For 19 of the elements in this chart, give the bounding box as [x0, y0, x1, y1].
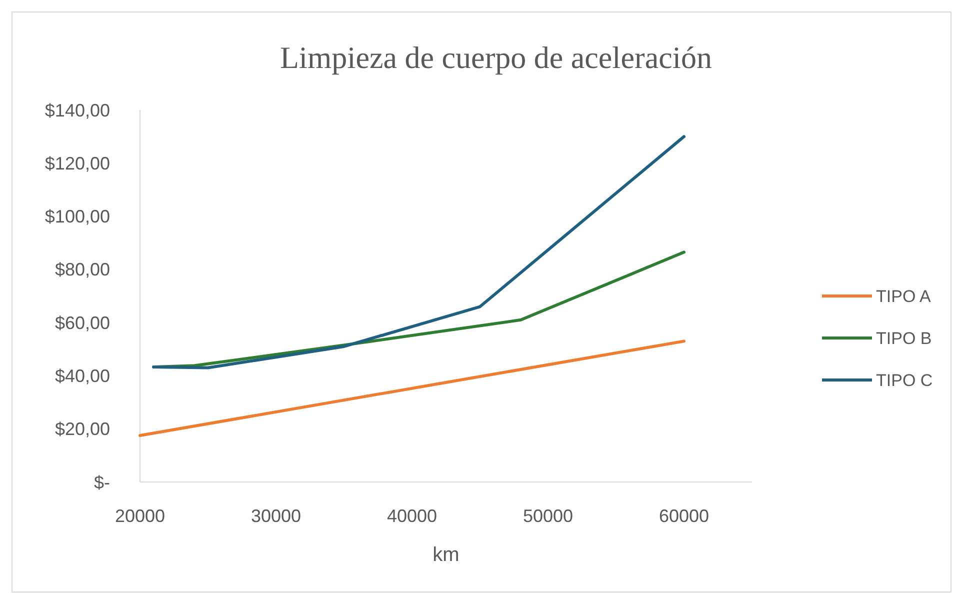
- x-tick-label: 20000: [114, 506, 166, 526]
- y-tick-label: $140,00: [44, 100, 110, 120]
- y-tick-label: $60,00: [54, 312, 110, 333]
- x-axis-title: km: [432, 544, 460, 566]
- legend-label: TIPO B: [876, 328, 932, 348]
- y-tick-label: $20,00: [54, 419, 110, 440]
- y-tick-label: $-: [94, 472, 110, 492]
- y-tick-label: $120,00: [44, 153, 110, 174]
- y-tick-label: $40,00: [54, 366, 110, 386]
- legend-label: TIPO A: [876, 286, 932, 306]
- y-tick-label: $100,00: [44, 206, 110, 227]
- legend-label: TIPO C: [876, 370, 933, 390]
- chart-title: Limpieza de cuerpo de aceleración: [280, 40, 712, 75]
- y-tick-label: $80,00: [54, 260, 110, 280]
- x-tick-label: 50000: [522, 506, 574, 526]
- line-series: [152, 135, 686, 370]
- x-tick-label: 60000: [658, 506, 710, 526]
- x-tick-label: 30000: [250, 506, 302, 526]
- x-tick-label: 40000: [386, 506, 438, 526]
